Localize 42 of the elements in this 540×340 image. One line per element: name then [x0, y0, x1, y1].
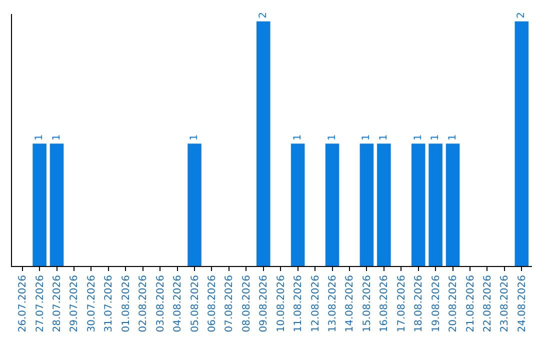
data-label: 1 — [447, 134, 458, 141]
x-tick-label: 09.08.2026 — [258, 275, 270, 332]
x-tick-label: 07.08.2026 — [224, 275, 236, 332]
x-tick-label: 28.07.2026 — [52, 275, 64, 332]
data-label: 1 — [412, 134, 424, 141]
data-label: 1 — [189, 134, 200, 141]
x-tick-label: 04.08.2026 — [172, 275, 184, 332]
x-tick-label: 23.08.2026 — [500, 275, 511, 332]
data-label: 2 — [516, 12, 528, 18]
data-label: 1 — [430, 134, 442, 141]
data-label: 1 — [378, 134, 390, 141]
x-tick-label: 13.08.2026 — [328, 275, 339, 332]
data-label: 1 — [292, 134, 304, 141]
x-tick-label: 31.07.2026 — [104, 275, 115, 332]
x-tick-label: 29.07.2026 — [69, 275, 80, 332]
data-label: 1 — [361, 134, 372, 141]
x-tick-label: 01.08.2026 — [120, 275, 132, 332]
x-tick-label: 24.08.2026 — [516, 275, 528, 332]
data-label: 1 — [326, 134, 338, 141]
x-tick-label: 17.08.2026 — [396, 275, 408, 332]
x-tick-label: 20.08.2026 — [448, 275, 460, 332]
x-tick-label: 02.08.2026 — [138, 275, 150, 332]
x-tick-label: 26.07.2026 — [18, 275, 29, 332]
x-tick-label: 03.08.2026 — [155, 275, 166, 332]
x-tick-label: 06.08.2026 — [206, 275, 218, 332]
data-label: 2 — [258, 12, 269, 18]
x-tick-label: 08.08.2026 — [241, 275, 252, 332]
data-label: 1 — [34, 134, 46, 141]
x-tick-label: 19.08.2026 — [430, 275, 442, 332]
x-tick-label: 16.08.2026 — [379, 275, 390, 332]
x-tick-label: 11.08.2026 — [293, 275, 304, 332]
x-tick-label: 18.08.2026 — [414, 275, 425, 332]
x-tick-label: 05.08.2026 — [190, 275, 201, 332]
x-tick-label: 15.08.2026 — [362, 275, 373, 332]
x-tick-label: 10.08.2026 — [276, 275, 287, 332]
x-tick-label: 27.07.2026 — [34, 275, 46, 332]
data-label: 1 — [51, 134, 62, 141]
x-tick-label: 12.08.2026 — [310, 275, 322, 332]
x-tick-label: 30.07.2026 — [86, 275, 98, 332]
x-tick-label: 22.08.2026 — [482, 275, 494, 332]
x-tick-label: 21.08.2026 — [465, 275, 476, 332]
x-tick-label: 14.08.2026 — [344, 275, 356, 332]
